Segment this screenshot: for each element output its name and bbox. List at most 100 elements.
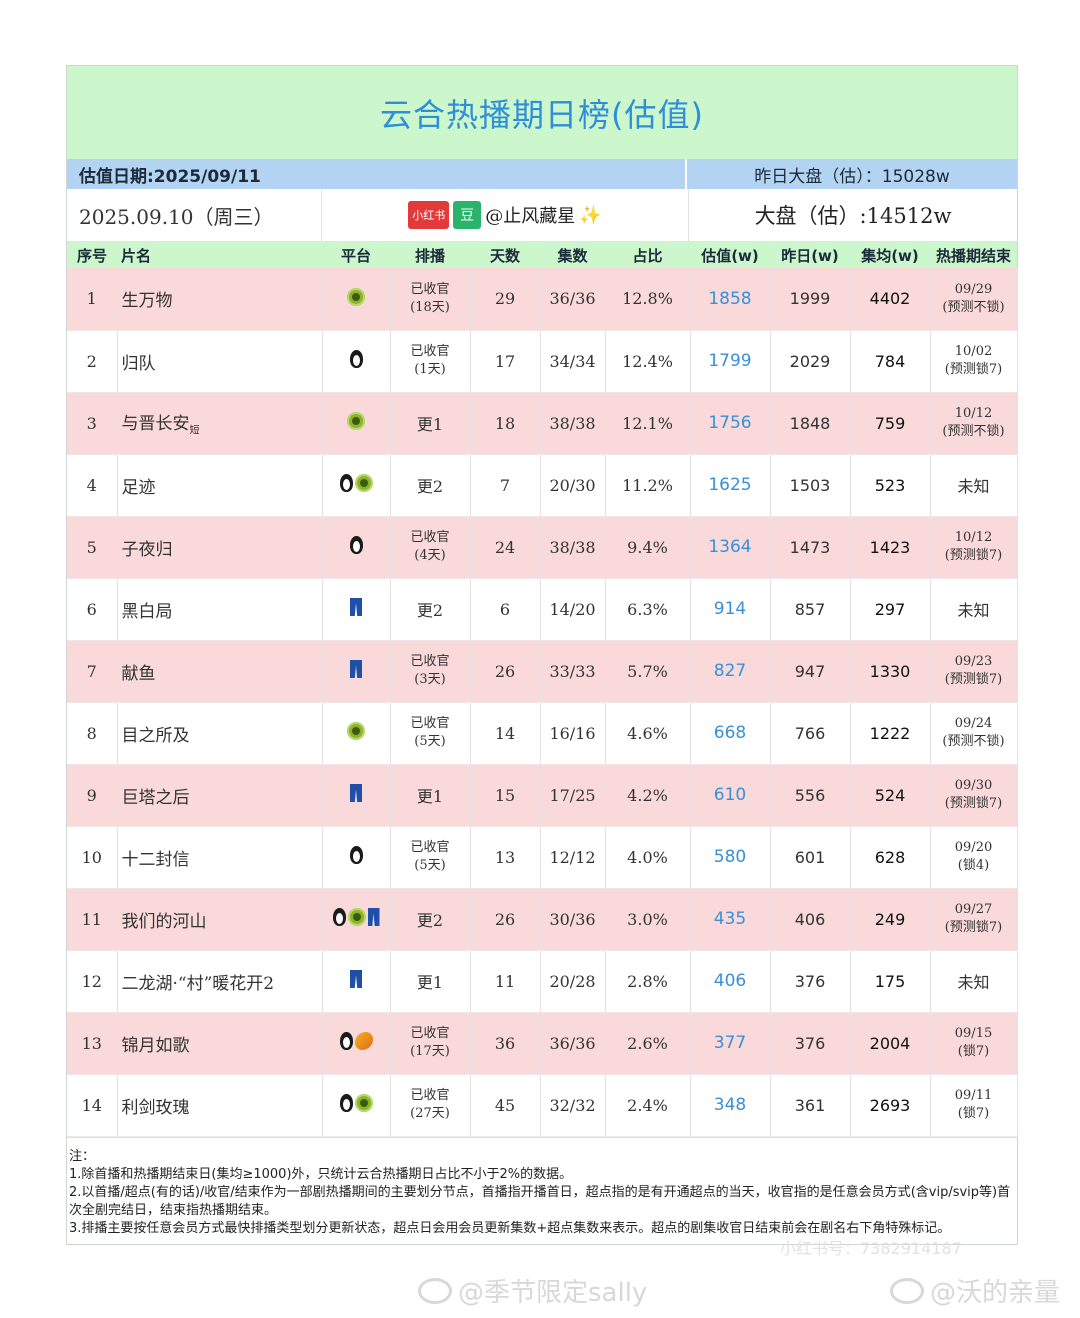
schedule-cell: 已收官 (4天) (390, 516, 471, 579)
title-text: 归队 (121, 353, 156, 374)
title-cell: 锦月如歌 (117, 1012, 323, 1075)
platform-cell (322, 640, 391, 703)
date-band: 估值日期:2025/09/11 昨日大盘（估）：15028w (67, 159, 1017, 189)
share-cell: 12.8% (605, 268, 691, 331)
end-date: 未知 (957, 477, 990, 496)
platform-cell (322, 330, 391, 393)
days-cell: 17 (470, 330, 541, 393)
schedule-cell: 更2 (390, 578, 471, 641)
schedule-cell: 更1 (390, 392, 471, 455)
header-cell: 天数 (489, 246, 520, 265)
today-total: 大盘（估）:14512w (754, 204, 952, 228)
end-cell: 10/12 (预测锁7) (930, 516, 1018, 579)
header-cell: 片名 (121, 246, 152, 265)
end-date: 09/27 (954, 902, 993, 917)
schedule-cell: 更2 (390, 454, 471, 517)
platform-icons (349, 350, 363, 368)
watermark-text: @季节限定sally (458, 1278, 648, 1308)
date-display: 2025.09.10（周三） (67, 189, 322, 241)
table-row: 7 献鱼 已收官 (3天) 26 33/33 5.7% 827 947 1330 09/23 (预测锁… (67, 640, 1018, 703)
pants-icon (350, 598, 362, 616)
end-note: (锁7) (957, 1044, 990, 1059)
schedule-cell: 已收官 (1天) (390, 330, 471, 393)
schedule-status: 已收官 (410, 1088, 450, 1103)
title-text: 生万物 (121, 291, 173, 312)
title-text: 十二封信 (121, 849, 190, 870)
table-row: 5 子夜归 已收官 (4天) 24 38/38 9.4% 1364 1473 1423 10/12 (… (67, 516, 1018, 579)
yesterday-cell: 376 (770, 950, 851, 1013)
end-cell: 未知 (930, 950, 1018, 1013)
weibo-icon (890, 1277, 924, 1304)
days-cell: 13 (470, 826, 541, 889)
platform-icons (339, 1032, 373, 1050)
episodes-cell: 33/33 (540, 640, 606, 703)
average-cell: 524 (850, 764, 931, 827)
schedule-status: 更1 (416, 973, 444, 992)
pants-icon (350, 784, 362, 802)
header-cell: 平台 (340, 246, 371, 265)
weibo-watermark-2: @沃的亲量 (890, 1272, 1060, 1309)
table-header: 序号 片名 平台 排播 天数 集数 占比 估值(w) 昨日(w) 集均(w) 热… (67, 242, 1017, 268)
share-cell: 11.2% (605, 454, 691, 517)
average-cell: 1330 (850, 640, 931, 703)
table-row: 4 足迹 更2 7 20/30 11.2% 1625 1503 523 未知 (67, 454, 1018, 517)
schedule-cell: 已收官 (3天) (390, 640, 471, 703)
end-date: 09/24 (954, 716, 993, 731)
estimate-cell: 1756 (690, 392, 771, 455)
share-cell: 4.6% (605, 702, 691, 765)
estimate-cell: 1364 (690, 516, 771, 579)
average-cell: 1423 (850, 516, 931, 579)
end-cell: 未知 (930, 454, 1018, 517)
yesterday-cell: 1999 (770, 268, 851, 331)
rank-cell: 14 (67, 1074, 118, 1137)
title-cell: 利剑玫瑰 (117, 1074, 323, 1137)
note-3: 3.排播主要按任意会员方式最快排播类型划分更新状态，超点日会用会员更新集数+超点… (69, 1220, 951, 1236)
end-cell: 10/12 (预测不锁) (930, 392, 1018, 455)
yesterday-cell: 857 (770, 578, 851, 641)
estimate-cell: 610 (690, 764, 771, 827)
average-cell: 297 (850, 578, 931, 641)
schedule-status: 已收官 (410, 281, 450, 297)
episodes-cell: 32/32 (540, 1074, 606, 1137)
episodes-cell: 17/25 (540, 764, 606, 827)
mango-icon (354, 1032, 373, 1050)
platform-cell (322, 888, 391, 951)
share-cell: 2.8% (605, 950, 691, 1013)
end-date: 09/11 (954, 1088, 993, 1103)
episodes-cell: 38/38 (540, 516, 606, 579)
days-cell: 36 (470, 1012, 541, 1075)
sub-band: 2025.09.10（周三） 小红书 豆 @止风藏星 ✨ 大盘（估）:14512… (67, 189, 1017, 242)
days-cell: 7 (470, 454, 541, 517)
yesterday-cell: 947 (770, 640, 851, 703)
kiwi-icon (354, 1094, 373, 1112)
platform-cell (322, 454, 391, 517)
average-cell: 249 (850, 888, 931, 951)
end-date: 10/02 (954, 344, 993, 359)
penguin-icon (349, 536, 363, 554)
title-text: 目之所及 (121, 725, 190, 746)
weibo-icon (418, 1277, 452, 1304)
rank-cell: 9 (67, 764, 118, 827)
title-cell: 二龙湖·“村”暖花开2 (117, 950, 323, 1013)
platform-icons (349, 846, 363, 864)
schedule-status: 已收官 (410, 530, 450, 545)
end-note: (预测锁7) (944, 796, 1003, 811)
yesterday-cell: 2029 (770, 330, 851, 393)
days-cell: 45 (470, 1074, 541, 1137)
platform-cell (322, 950, 391, 1013)
schedule-status: 更2 (416, 911, 444, 930)
title-cell: 生万物 (117, 268, 323, 331)
end-date: 09/15 (954, 1026, 993, 1041)
end-date: 09/23 (954, 654, 993, 669)
title-cell: 足迹 (117, 454, 323, 517)
end-note: (预测锁7) (944, 920, 1003, 935)
platform-cell (322, 764, 391, 827)
schedule-status: 更2 (416, 601, 444, 620)
schedule-cell: 已收官 (5天) (390, 826, 471, 889)
yesterday-cell: 361 (770, 1074, 851, 1137)
episodes-cell: 34/34 (540, 330, 606, 393)
share-cell: 3.0% (605, 888, 691, 951)
title-text: 巨塔之后 (121, 787, 190, 808)
estimate-cell: 914 (690, 578, 771, 641)
schedule-days: (18天) (410, 299, 450, 315)
